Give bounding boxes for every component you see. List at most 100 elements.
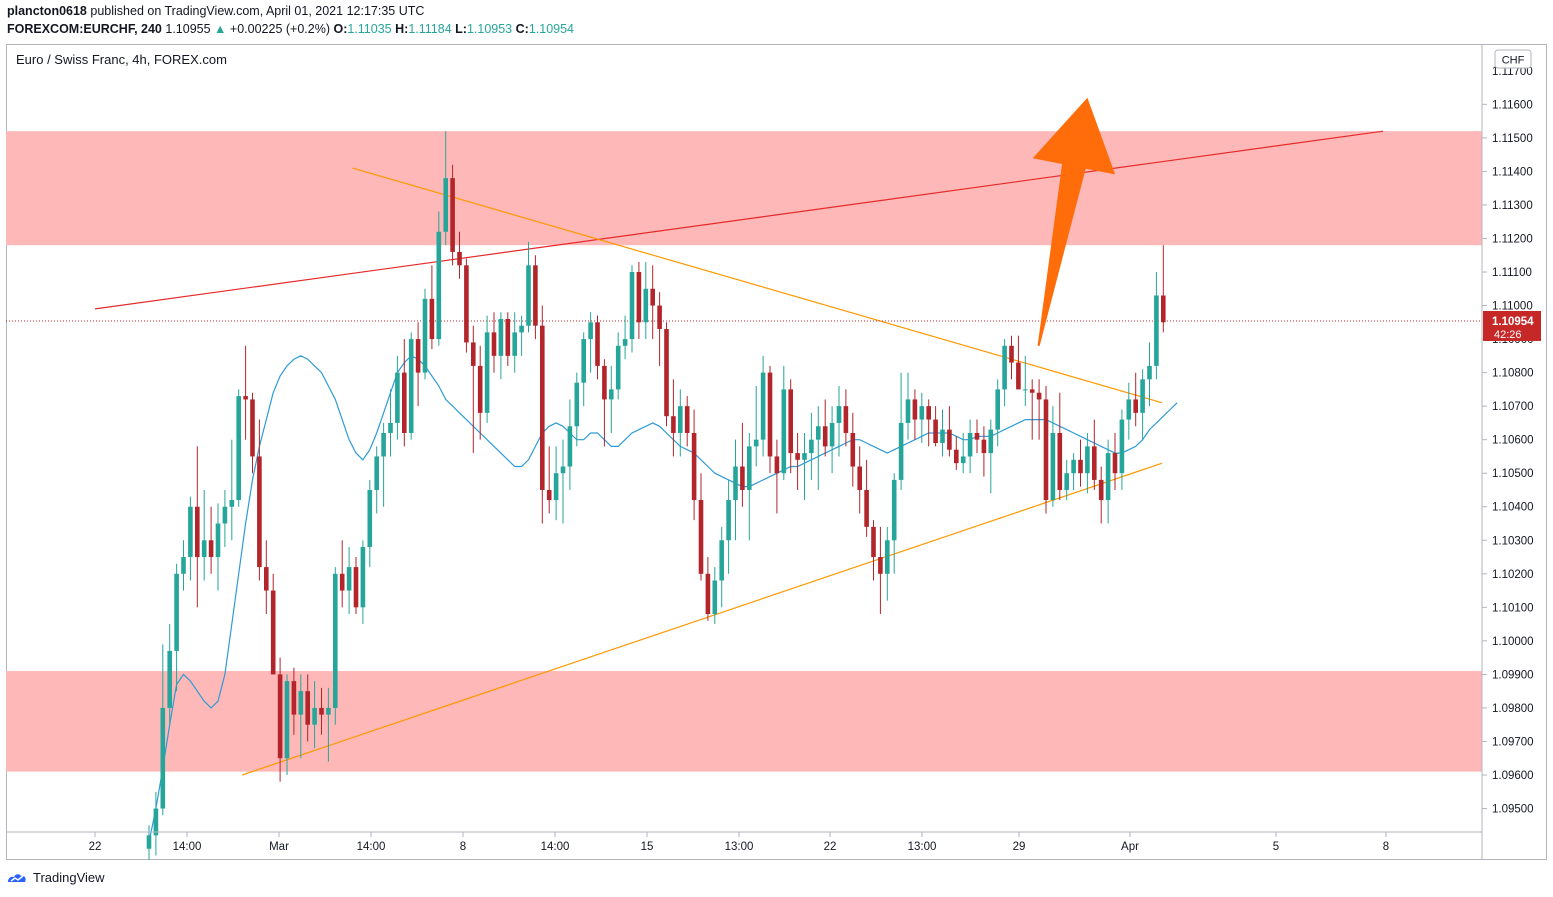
low-value: 1.10953 xyxy=(466,22,513,36)
candle-body xyxy=(436,231,442,340)
candle-body xyxy=(1147,365,1152,380)
candle-body xyxy=(602,365,607,400)
candle-body xyxy=(1133,399,1138,413)
candle-body xyxy=(1112,453,1118,474)
candle-body xyxy=(222,506,228,524)
candle-body xyxy=(678,406,683,433)
candle-body xyxy=(174,573,179,651)
symbol-info: FOREXCOM:EURCHF, 240 1.10955 ▲ +0.00225 … xyxy=(7,22,574,36)
chart-title: Euro / Swiss Franc, 4h, FOREX.com xyxy=(16,52,227,67)
candle-body xyxy=(1002,345,1007,390)
forecast-arrow xyxy=(1032,97,1116,346)
x-tick-label: 29 xyxy=(1013,841,1026,853)
y-tick-label: 1.10700 xyxy=(1492,401,1534,413)
candle-body xyxy=(747,446,752,490)
candle-body xyxy=(319,707,324,715)
candle-body xyxy=(609,389,614,400)
candle-body xyxy=(1078,459,1083,474)
candle-body xyxy=(947,429,952,450)
candle-body xyxy=(188,506,193,558)
candle-body xyxy=(1092,446,1097,480)
candle-body xyxy=(567,426,573,467)
price-chart[interactable]: 1.11700 1.11600 1.11500 1.11400 1.11300 1.112… xyxy=(6,44,1547,860)
candle-body xyxy=(422,298,428,373)
y-tick-label: 1.10500 xyxy=(1492,468,1534,480)
countdown-label: 42:26 xyxy=(1494,329,1522,341)
y-tick-label: 1.11000 xyxy=(1492,301,1533,313)
chart-frame xyxy=(6,44,1547,860)
y-tick-label: 1.10100 xyxy=(1492,602,1534,614)
publisher-name[interactable]: plancton0618 xyxy=(7,4,87,18)
high-label: H: xyxy=(395,22,409,36)
x-tick-label: 5 xyxy=(1273,841,1279,853)
moving-average-line xyxy=(148,355,1178,843)
price-change: +0.00225 (+0.2%) xyxy=(229,22,330,36)
x-tick-label: Mar xyxy=(269,841,289,853)
candle-body xyxy=(208,540,214,558)
y-tick-label: 1.10300 xyxy=(1492,535,1534,547)
candle-body xyxy=(843,406,849,433)
y-tick-label: 1.09500 xyxy=(1492,804,1534,816)
candle-body xyxy=(374,456,379,490)
candle-body xyxy=(257,456,262,568)
y-tick-label: 1.10800 xyxy=(1492,368,1534,380)
footer-brand[interactable]: TradingView xyxy=(33,870,105,885)
close-value: 1.10954 xyxy=(528,22,575,36)
candle-body xyxy=(878,557,883,574)
currency-badge[interactable]: CHF xyxy=(1502,55,1525,67)
candle-body xyxy=(367,489,373,547)
candle-body xyxy=(471,342,476,366)
candle-body xyxy=(898,422,904,480)
candle-body xyxy=(215,523,221,558)
candle-body xyxy=(705,573,711,615)
candle-body xyxy=(581,339,586,383)
candle-body xyxy=(491,332,497,356)
candle-body xyxy=(671,416,676,433)
candle-body xyxy=(312,707,317,725)
open-label: O: xyxy=(333,22,348,36)
candle-body xyxy=(1105,453,1111,501)
footer: TradingView xyxy=(6,870,105,885)
y-tick-label: 1.10000 xyxy=(1492,636,1534,648)
candle-body xyxy=(526,265,531,326)
x-tick-label: 15 xyxy=(641,841,654,853)
candle-body xyxy=(353,567,359,608)
trendline-0 xyxy=(94,130,1384,310)
y-tick-label: 1.09600 xyxy=(1492,770,1534,782)
high-value: 1.11184 xyxy=(408,22,452,36)
candle-body xyxy=(1161,295,1166,323)
current-price-label: 1.10954 xyxy=(1492,316,1534,328)
symbol-name: FOREXCOM:EURCHF, 240 xyxy=(7,22,162,36)
candle-body xyxy=(795,453,800,460)
candle-body xyxy=(712,580,718,615)
candle-body xyxy=(264,567,269,591)
candle-body xyxy=(464,265,469,343)
candle-body xyxy=(864,489,869,527)
y-tick-label: 1.11500 xyxy=(1492,133,1533,145)
zone-0 xyxy=(6,131,1482,246)
zone-1 xyxy=(6,671,1482,772)
y-tick-label: 1.11600 xyxy=(1492,99,1533,111)
candle-body xyxy=(277,674,283,759)
candle-body xyxy=(540,325,545,490)
x-tick-label: 8 xyxy=(1383,841,1389,853)
zones-layer xyxy=(6,131,1482,772)
open-value: 1.11035 xyxy=(347,22,392,36)
candle-body xyxy=(346,567,352,591)
x-tick-label: 14:00 xyxy=(173,841,202,853)
candle-body xyxy=(395,372,400,423)
candle-body xyxy=(360,546,366,608)
candle-body xyxy=(905,399,911,423)
candle-body xyxy=(885,540,890,574)
y-tick-label: 1.09800 xyxy=(1492,703,1534,715)
candle-body xyxy=(381,432,386,457)
candle-body xyxy=(664,329,669,417)
y-tick-label: 1.09900 xyxy=(1492,669,1534,681)
candle-body xyxy=(657,305,662,330)
candle-body xyxy=(919,406,925,420)
candle-body xyxy=(250,399,255,457)
currency-badge-box[interactable] xyxy=(1494,49,1532,69)
candle-body xyxy=(326,707,331,715)
y-tick-label: 1.10600 xyxy=(1492,435,1534,447)
candle-body xyxy=(760,372,766,440)
